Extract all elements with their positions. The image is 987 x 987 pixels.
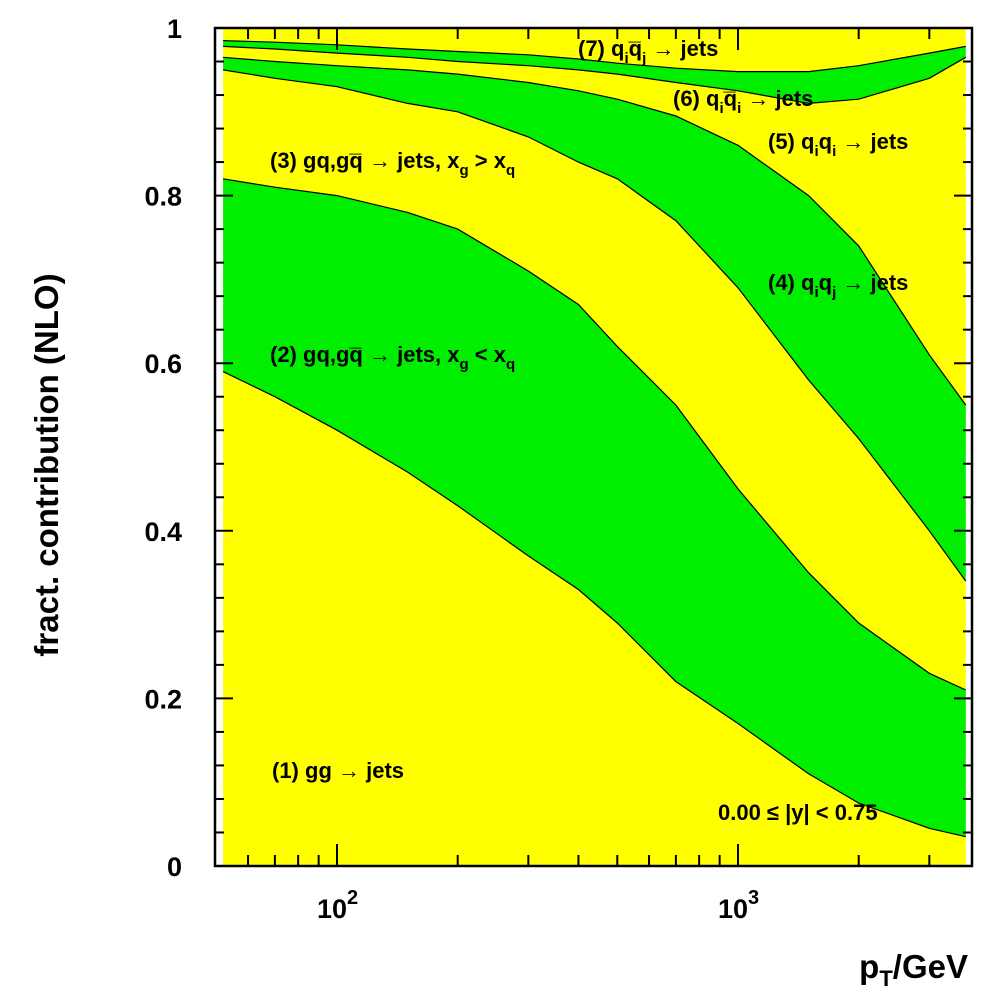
y-tick-label: 0.6 — [144, 349, 182, 379]
y-tick-label: 0.2 — [144, 684, 182, 714]
x-tick-label: 102 — [317, 887, 358, 924]
boundary-line-2 — [223, 178, 967, 691]
x-tick-label: 103 — [718, 887, 759, 924]
boundary-line-1 — [222, 371, 966, 838]
y-tick-label: 0.8 — [144, 182, 182, 212]
boundary-line-6 — [223, 40, 966, 73]
band-label-7: (7) qiq̅j → jets — [578, 36, 718, 67]
band-label-2: (2) gq,gq̅ → jets, xg < xq — [270, 342, 515, 373]
band-label-4: (4) qiqj → jets — [768, 270, 908, 301]
band-6 — [223, 40, 966, 104]
y-axis-title: fract. contribution (NLO) — [28, 273, 65, 656]
boundary-line-5 — [223, 45, 967, 105]
axis-tick-labels: 0 0.2 0.4 0.6 0.8 1 102 103 — [144, 14, 759, 924]
rapidity-annotation: 0.00 ≤ |y| < 0.75 — [718, 800, 878, 825]
axis-ticks — [215, 27, 972, 867]
plot-frame — [213, 26, 974, 868]
boundary-line-3 — [223, 69, 967, 582]
band-4 — [223, 57, 966, 582]
x-axis-title: pT/GeV — [859, 948, 968, 987]
y-tick-label: 1 — [167, 14, 182, 44]
band-label-5: (5) qiqi → jets — [768, 129, 908, 160]
stacked-bands — [223, 28, 966, 866]
band-1 — [223, 371, 966, 866]
band-label-3: (3) gq,gq̅ → jets, xg > xq — [270, 148, 515, 179]
band-2 — [223, 178, 966, 837]
band-5 — [223, 46, 966, 406]
band-label-6: (6) qiq̅i → jets — [673, 86, 813, 117]
band-label-1: (1) gg → jets — [272, 758, 404, 783]
band-7 — [223, 28, 966, 72]
y-tick-label: 0.4 — [144, 517, 182, 547]
boundary-curves — [222, 40, 967, 838]
y-tick-label: 0 — [167, 852, 182, 882]
boundary-line-4 — [223, 56, 967, 406]
band-3 — [223, 69, 966, 690]
